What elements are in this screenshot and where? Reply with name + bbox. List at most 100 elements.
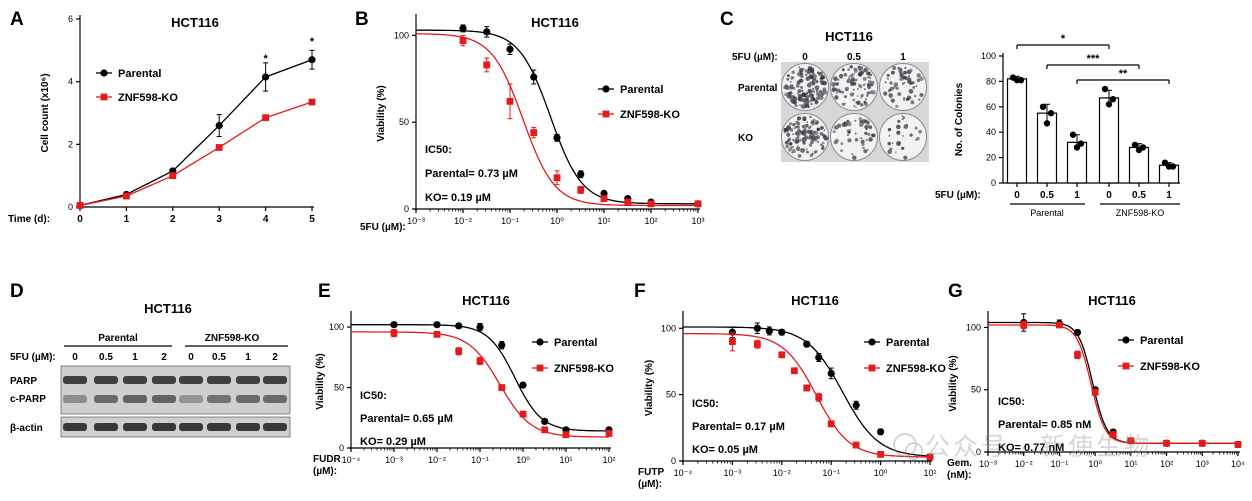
colony	[796, 133, 801, 137]
x-tick-label: 1	[124, 214, 130, 225]
blot-band	[263, 376, 287, 384]
data-point	[530, 73, 538, 81]
x-tick-label: 10²	[602, 455, 615, 465]
panel-letter-B: B	[355, 9, 369, 30]
group-label: Parental	[1030, 208, 1064, 218]
y-tick-label: 50	[399, 117, 409, 127]
colony	[903, 75, 907, 79]
colony	[793, 126, 797, 130]
data-point	[1234, 441, 1242, 448]
ic50-text: KO= 0.29 µM	[360, 436, 426, 448]
data-point	[215, 144, 223, 151]
colony	[819, 95, 824, 101]
lane-label: 0.5	[99, 352, 113, 363]
y-tick-label: 0	[339, 443, 344, 453]
blot-band	[94, 423, 118, 431]
colony	[797, 89, 802, 94]
colony	[783, 127, 788, 132]
blot-band	[63, 423, 87, 431]
x-tick-label: 10⁻¹	[822, 468, 840, 478]
colony	[796, 122, 801, 126]
colony	[796, 80, 801, 85]
x-tick-label: 3	[216, 214, 222, 225]
colony	[912, 86, 916, 89]
data-point	[455, 322, 463, 330]
data-point	[541, 417, 549, 425]
colony	[887, 141, 891, 146]
colony	[801, 92, 807, 98]
lane-label: 2	[272, 352, 278, 363]
blot-band	[207, 395, 231, 403]
colony	[821, 146, 825, 150]
colony	[816, 90, 819, 93]
watermark-text: 公众号 · 新使生物	[925, 433, 1152, 461]
colony	[847, 81, 849, 83]
colony	[804, 103, 810, 108]
ic50-text: Parental= 0.85 nM	[998, 419, 1091, 431]
blot-row-label: c-PARP	[10, 394, 46, 405]
colony	[788, 85, 793, 90]
x-tick-label: 10²	[644, 216, 657, 226]
legend-marker	[602, 85, 610, 93]
data-point	[778, 328, 786, 336]
colony	[816, 140, 820, 144]
colony	[795, 83, 800, 88]
panel-A: 0 2 4 6 0 1 2 3 4 5 HCT116 Cell count (x10⁶) Time (d…	[8, 14, 316, 225]
blot-band	[179, 423, 203, 431]
colony	[888, 93, 893, 97]
colony	[790, 95, 794, 99]
colony	[785, 86, 790, 90]
colony	[853, 82, 856, 85]
chart-title: HCT116	[462, 293, 510, 308]
colony	[793, 96, 798, 102]
colony	[904, 81, 906, 84]
colony	[852, 88, 855, 91]
colony	[802, 140, 804, 142]
chart-title: HCT116	[144, 301, 192, 316]
colony	[814, 98, 817, 102]
blot-band	[94, 376, 118, 384]
bar	[1006, 78, 1028, 184]
data-point	[877, 450, 884, 458]
colony	[790, 98, 794, 102]
colony	[837, 123, 842, 128]
blot-band	[236, 395, 260, 403]
y-axis-label: Viability (%)	[376, 85, 387, 142]
colony	[801, 124, 806, 129]
chart-title: HCT116	[825, 29, 873, 44]
colony	[847, 130, 851, 134]
data-point	[433, 321, 441, 329]
colony	[806, 150, 809, 154]
colony	[836, 88, 841, 93]
colony	[892, 65, 897, 71]
colony	[816, 96, 820, 100]
data-point	[506, 45, 514, 53]
data-point	[694, 200, 702, 208]
data-point	[600, 195, 608, 202]
data-point	[476, 323, 484, 331]
fit-curve	[988, 324, 1238, 444]
colony	[899, 77, 904, 81]
blot-band	[236, 376, 260, 384]
colony	[908, 88, 914, 94]
data-point	[765, 327, 773, 335]
colony	[884, 81, 887, 84]
y-tick-label: 100	[966, 322, 981, 332]
colony	[789, 142, 793, 146]
chart-title: HCT116	[1088, 293, 1136, 308]
data-point	[624, 198, 632, 206]
x-tick-label: 10⁰	[874, 468, 888, 478]
colony	[833, 76, 838, 81]
colony	[786, 132, 791, 137]
colony	[847, 138, 852, 143]
blot-band	[152, 376, 176, 384]
panel-letter-E: E	[318, 281, 331, 302]
colony	[809, 81, 812, 84]
y-axis-label: Cell count (x10⁶)	[40, 73, 51, 152]
data-point	[1109, 431, 1117, 438]
data-point	[1127, 437, 1135, 445]
colony	[822, 87, 827, 91]
data-point	[498, 341, 506, 349]
data-point	[169, 172, 177, 180]
data-point	[498, 384, 506, 391]
